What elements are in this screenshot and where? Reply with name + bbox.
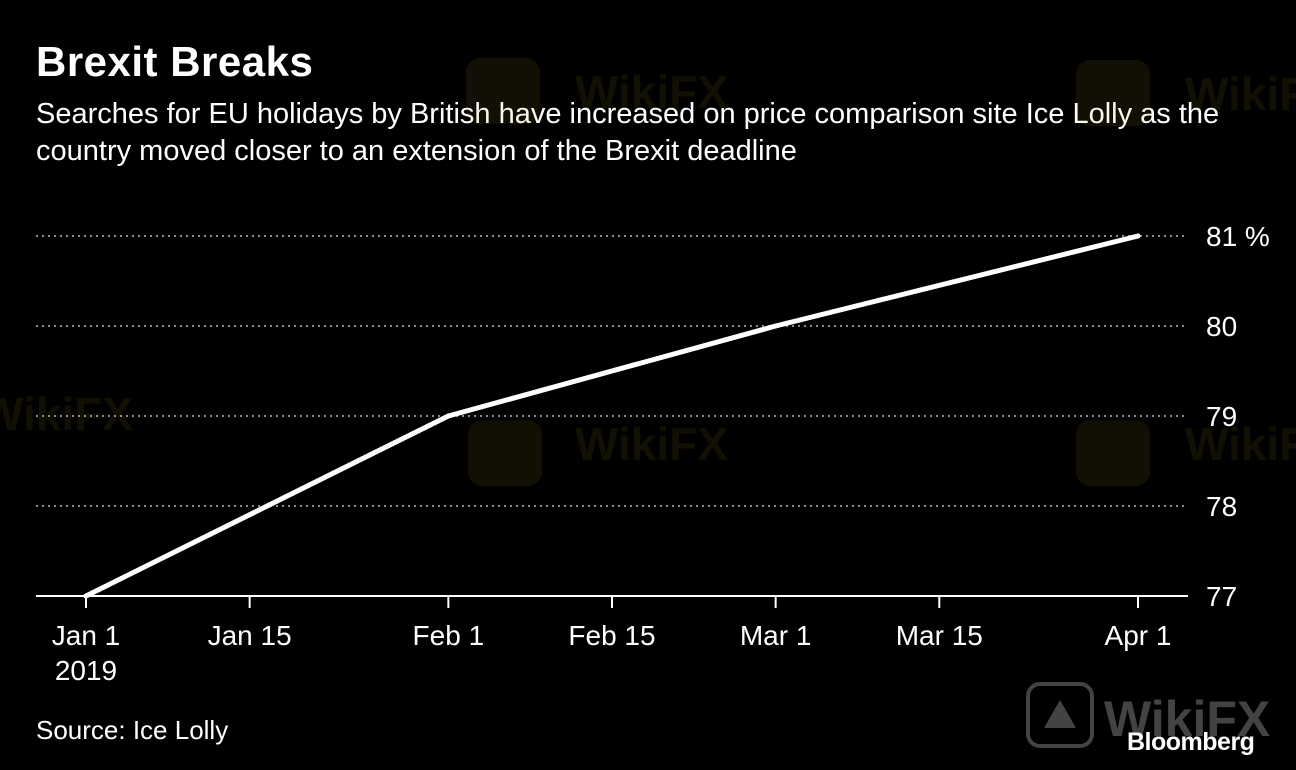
watermark-logo-icon: WikiFX: [1076, 60, 1296, 126]
x-tick-label: Jan 15: [208, 620, 292, 651]
x-tick-label: Mar 15: [896, 620, 983, 651]
x-tick-sublabel: 2019: [55, 655, 117, 686]
gridlines: [36, 235, 1188, 507]
x-tick-label: Feb 1: [413, 620, 485, 651]
y-axis-labels: 77 78 79 80 81 %: [1206, 221, 1270, 612]
svg-text:WikiFX: WikiFX: [1185, 418, 1296, 470]
y-tick-label: 79: [1206, 401, 1237, 432]
wikifx-watermark-icon: WikiFX: [1026, 682, 1270, 748]
svg-text:WikiFX: WikiFX: [1185, 68, 1296, 120]
x-tick-label: Feb 15: [568, 620, 655, 651]
watermark-logo-icon: WikiFX: [468, 418, 728, 486]
source-note: Source: Ice Lolly: [36, 715, 229, 745]
svg-text:WikiFX: WikiFX: [575, 66, 728, 118]
x-tick-label: Mar 1: [740, 620, 812, 651]
y-tick-label: 78: [1206, 491, 1237, 522]
y-tick-label: 80: [1206, 311, 1237, 342]
data-point: [83, 593, 89, 599]
watermark-layer: WikiFX WikiFX WikiFX WikiFX WikiFX: [0, 58, 1296, 486]
chart-title: Brexit Breaks: [36, 38, 314, 85]
watermark-logo-icon: WikiFX: [1076, 418, 1296, 486]
data-point: [773, 323, 779, 329]
watermark-logo-icon: WikiFX: [0, 388, 133, 440]
x-tick-label: Jan 1: [52, 620, 121, 651]
svg-text:WikiFX: WikiFX: [1104, 691, 1270, 747]
series-lines: [83, 233, 1141, 599]
data-point: [445, 413, 451, 419]
svg-text:WikiFX: WikiFX: [0, 388, 133, 440]
data-point: [1135, 233, 1141, 239]
bloomberg-logo: Bloomberg: [1127, 728, 1255, 756]
y-tick-label: 77: [1206, 581, 1237, 612]
x-tick-label: Apr 1: [1105, 620, 1172, 651]
y-tick-label: 81 %: [1206, 221, 1270, 252]
watermark-logo-icon: WikiFX: [466, 58, 728, 124]
svg-text:WikiFX: WikiFX: [575, 418, 728, 470]
chart-subtitle: Searches for EU holidays by British have…: [36, 98, 1220, 167]
x-axis-ticks: Jan 1 2019 Jan 15 Feb 1 Feb 15 Mar 1 Mar 15 Apr…: [52, 596, 1172, 686]
series-line: [83, 233, 1141, 599]
